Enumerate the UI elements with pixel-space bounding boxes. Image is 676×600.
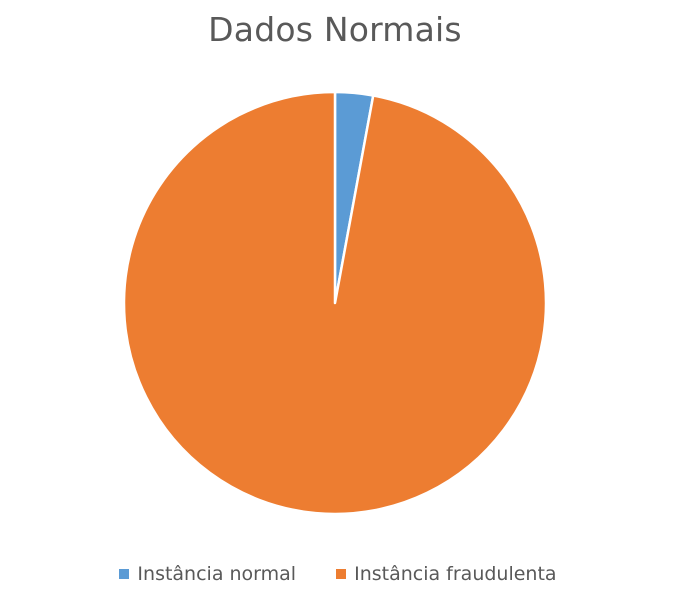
legend-label-fraudulent: Instância fraudulenta [354, 563, 557, 585]
pie-slice-fraudulent [122, 90, 548, 516]
chart-legend: Instância normal Instância fraudulenta [0, 559, 676, 589]
legend-label-normal: Instância normal [137, 563, 297, 585]
pie-slices [122, 90, 548, 516]
chart-title: Dados Normais [208, 10, 462, 49]
legend-swatch-fraudulent [336, 569, 347, 579]
legend-item-fraudulent: Instância fraudulenta [336, 563, 557, 585]
legend-swatch-normal [119, 569, 130, 579]
legend-item-normal: Instância normal [119, 563, 296, 585]
